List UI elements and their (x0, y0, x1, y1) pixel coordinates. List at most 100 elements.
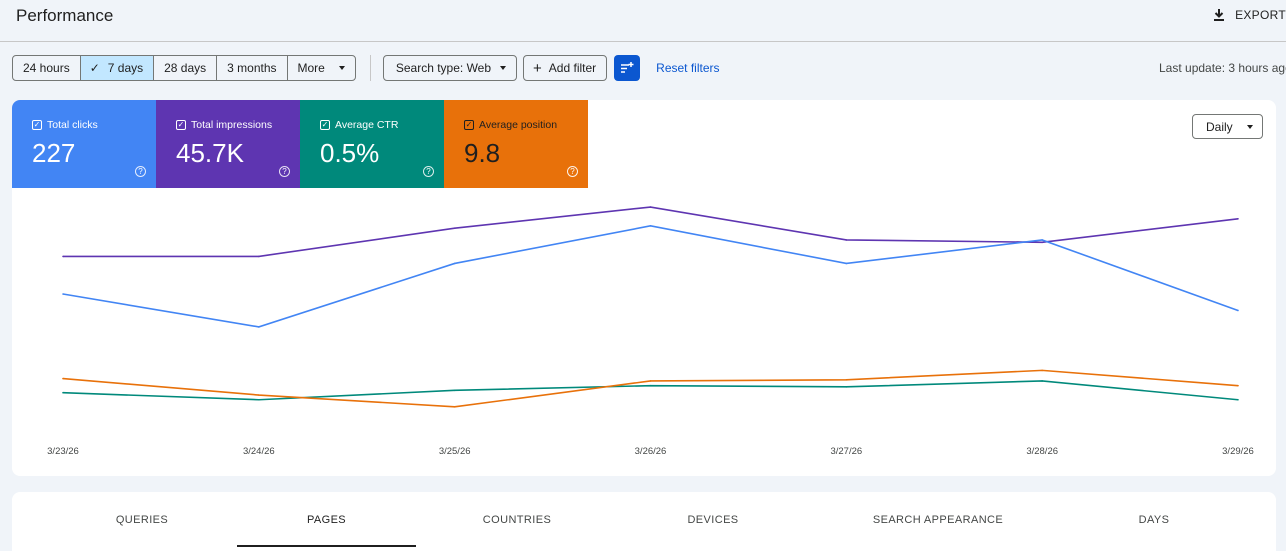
help-icon[interactable]: ? (135, 166, 146, 177)
metric-value: 0.5% (320, 138, 380, 168)
filter-settings-button[interactable] (614, 55, 641, 81)
help-icon[interactable]: ? (567, 166, 578, 177)
data-point[interactable] (649, 225, 652, 227)
date-range-24-hours[interactable]: 24 hours (13, 56, 81, 80)
x-tick-label: 3/29/26 (1222, 446, 1254, 457)
checkbox-icon: ✓ (320, 120, 330, 130)
tab-queries[interactable]: QUERIES (74, 492, 210, 547)
date-range-label: More (297, 61, 325, 75)
data-point[interactable] (62, 255, 64, 258)
data-point[interactable] (649, 380, 652, 382)
x-tick-label: 3/26/26 (635, 446, 667, 457)
data-point[interactable] (1237, 384, 1239, 387)
performance-chart-card: 3/23/26 3/24/26 3/25/26 3/26/26 3/27/26 3/28/… (12, 100, 1276, 476)
date-range-3-months[interactable]: 3 months (217, 56, 288, 80)
help-icon[interactable]: ? (279, 166, 290, 177)
data-point[interactable] (62, 293, 64, 295)
metric-average-ctr[interactable]: ✓ Average CTR 0.5% ? (300, 100, 444, 188)
series-line-average-position (62, 369, 1239, 408)
data-point[interactable] (453, 227, 456, 229)
date-range-more[interactable]: More (288, 56, 355, 80)
performance-line-chart: 3/23/26 3/24/26 3/25/26 3/26/26 3/27/26 3/28/… (47, 206, 1254, 457)
x-tick-label: 3/25/26 (439, 446, 471, 457)
metric-value: 9.8 (464, 138, 501, 168)
last-update-text: Last update: 3 hours ago (1159, 61, 1286, 75)
reset-filters-link[interactable]: Reset filters (656, 61, 720, 75)
series-line-total-impressions (63, 206, 1239, 258)
filter-icon (621, 62, 634, 73)
tab-label: QUERIES (115, 513, 169, 526)
data-point[interactable] (453, 262, 456, 265)
data-point[interactable] (258, 394, 260, 396)
tab-pages[interactable]: PAGES (237, 492, 416, 547)
x-tick-label: 3/28/26 (1026, 446, 1058, 457)
checkbox-icon: ✓ (32, 120, 42, 130)
date-range-label: 3 months (227, 61, 277, 75)
data-point[interactable] (649, 384, 652, 387)
metric-total-impressions[interactable]: ✓ Total impressions 45.7K ? (156, 100, 300, 188)
tab-devices[interactable]: DEVICES (645, 492, 781, 547)
checkbox-icon: ✓ (464, 120, 474, 130)
data-point[interactable] (649, 206, 652, 208)
export-button[interactable]: EXPORT (1211, 7, 1286, 23)
x-tick-label: 3/23/26 (47, 446, 79, 457)
download-icon (1214, 9, 1225, 21)
search-type-label: Search type: Web (395, 61, 492, 75)
metric-label: ✓ Average CTR (320, 119, 398, 131)
date-range-label: 24 hours (23, 61, 70, 75)
series-line-total-clicks (62, 225, 1239, 328)
tab-search-appearance[interactable]: SEARCH APPEARANCE (853, 492, 1023, 547)
data-point[interactable] (845, 262, 848, 265)
page-header: Performance EXPORT (0, 0, 1286, 42)
date-range-selector: 24 hours ✓ 7 days 28 days 3 months More (12, 55, 356, 81)
checkbox-icon: ✓ (176, 120, 186, 130)
tab-days[interactable]: DAYS (1086, 492, 1222, 547)
chevron-down-icon (500, 66, 507, 70)
date-range-28-days[interactable]: 28 days (154, 56, 218, 80)
metric-label-text: Total clicks (47, 119, 98, 131)
metric-label: ✓ Total clicks (32, 119, 98, 131)
metric-value: 45.7K (176, 138, 244, 168)
add-filter-label: Add filter (548, 61, 597, 75)
data-point[interactable] (1041, 241, 1043, 244)
help-icon[interactable]: ? (423, 166, 434, 177)
data-point[interactable] (453, 406, 456, 408)
data-point[interactable] (1041, 239, 1043, 241)
data-point[interactable] (1041, 369, 1043, 372)
export-label: EXPORT (1235, 8, 1286, 22)
tab-label: DAYS (1138, 513, 1170, 526)
data-point[interactable] (453, 389, 456, 392)
granularity-dropdown[interactable]: Daily (1192, 114, 1263, 139)
data-point[interactable] (258, 255, 260, 258)
data-point[interactable] (258, 326, 260, 328)
date-range-7-days[interactable]: ✓ 7 days (80, 56, 155, 80)
metric-average-position[interactable]: ✓ Average position 9.8 ? (444, 100, 588, 188)
metric-label: ✓ Total impressions (176, 119, 272, 131)
search-type-dropdown[interactable]: Search type: Web (382, 55, 518, 81)
metric-label-text: Total impressions (191, 119, 273, 131)
tab-label: PAGES (306, 513, 347, 526)
check-icon: ✓ (89, 61, 100, 75)
data-point[interactable] (1237, 218, 1239, 220)
add-filter-button[interactable]: + Add filter (523, 55, 608, 81)
data-point[interactable] (845, 386, 848, 388)
data-point[interactable] (1041, 380, 1043, 382)
x-tick-label: 3/24/26 (243, 446, 275, 457)
plus-icon: + (533, 59, 542, 77)
data-point[interactable] (845, 378, 848, 381)
data-point[interactable] (258, 398, 260, 401)
data-point[interactable] (845, 239, 848, 241)
x-tick-label: 3/27/26 (830, 446, 862, 457)
date-range-label: 7 days (107, 61, 144, 75)
page-title: Performance (16, 6, 114, 25)
filter-bar: 24 hours ✓ 7 days 28 days 3 months More S… (12, 55, 720, 81)
metric-label: ✓ Average position (464, 119, 557, 131)
tab-countries[interactable]: COUNTRIES (449, 492, 585, 547)
tab-label: SEARCH APPEARANCE (872, 513, 1004, 526)
data-point[interactable] (62, 391, 64, 394)
metric-total-clicks[interactable]: ✓ Total clicks 227 ? (12, 100, 156, 188)
data-point[interactable] (1237, 398, 1239, 401)
metric-label-text: Average position (479, 119, 558, 131)
data-point[interactable] (1237, 309, 1239, 312)
data-point[interactable] (62, 377, 64, 380)
